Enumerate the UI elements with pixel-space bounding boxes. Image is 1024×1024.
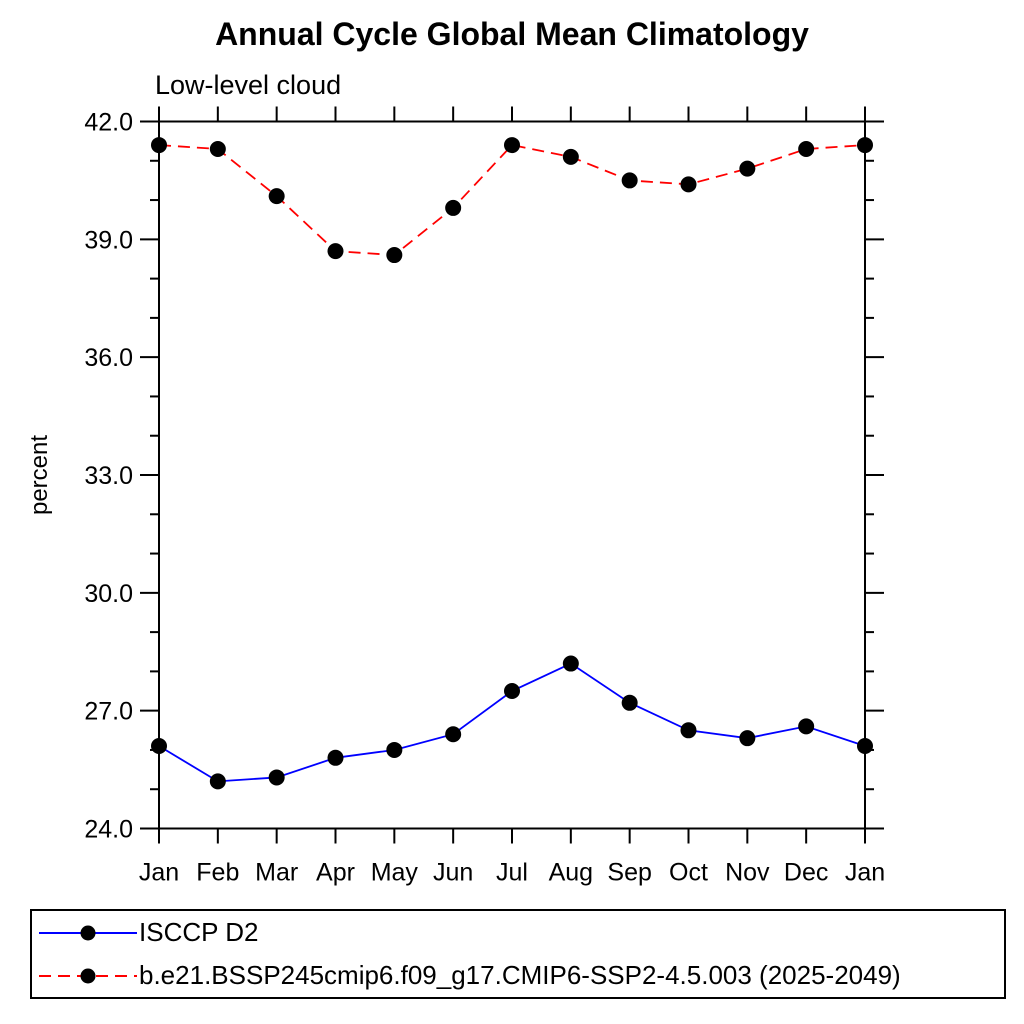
- x-tick-label: Oct: [669, 859, 708, 887]
- data-point: [857, 137, 873, 154]
- plot-frame: [158, 120, 866, 830]
- y-tick-label: 33.0: [84, 462, 133, 490]
- data-point: [386, 247, 403, 264]
- data-point: [151, 137, 167, 154]
- data-point: [739, 730, 756, 747]
- data-point: [504, 137, 520, 154]
- legend-line-swatch: [39, 925, 137, 940]
- data-point: [798, 140, 815, 157]
- x-tick-label: Mar: [255, 859, 298, 887]
- data-point: [151, 738, 167, 755]
- y-tick-label: 30.0: [84, 580, 133, 608]
- series-line-0: [158, 662, 866, 783]
- legend-item-1: b.e21.BSSP245cmip6.f09_g17.CMIP6-SSP2-4.…: [39, 956, 1004, 996]
- data-point: [327, 243, 344, 260]
- data-point: [327, 749, 344, 766]
- y-tick-label: 24.0: [84, 816, 133, 844]
- data-point: [562, 655, 579, 672]
- x-tick-label: Apr: [316, 859, 355, 887]
- data-point: [445, 199, 462, 216]
- data-point: [386, 741, 403, 758]
- data-point: [739, 160, 756, 177]
- x-tick-label: Jul: [496, 859, 528, 887]
- data-point: [621, 172, 638, 189]
- legend-marker-dot: [80, 968, 96, 983]
- legend-label: b.e21.BSSP245cmip6.f09_g17.CMIP6-SSP2-4.…: [139, 960, 901, 990]
- legend-item-0: ISCCP D2: [39, 913, 1004, 953]
- y-tick-label: 27.0: [84, 698, 133, 726]
- data-point: [562, 148, 579, 165]
- legend-line-swatch: [39, 968, 137, 983]
- legend-marker-dot: [80, 925, 96, 940]
- x-tick-label: Nov: [725, 859, 770, 887]
- data-point: [445, 726, 462, 743]
- y-tick-label: 36.0: [84, 344, 133, 372]
- data-point: [680, 722, 697, 739]
- x-tick-label: Dec: [784, 859, 828, 887]
- data-point: [209, 773, 226, 790]
- chart-subtitle: Low-level cloud: [155, 70, 342, 100]
- x-tick-label: Jan: [139, 859, 179, 887]
- y-tick-label: 39.0: [84, 226, 133, 254]
- x-tick-label: Jun: [433, 859, 473, 887]
- chart-title: Annual Cycle Global Mean Climatology: [215, 16, 809, 52]
- legend-label: ISCCP D2: [139, 917, 259, 947]
- x-tick-label: Sep: [607, 859, 651, 887]
- data-point: [268, 188, 285, 205]
- y-tick-label: 42.0: [84, 109, 133, 137]
- x-tick-label: Aug: [549, 859, 593, 887]
- data-point: [209, 140, 226, 157]
- data-point: [798, 718, 815, 735]
- data-point: [857, 738, 873, 755]
- data-point: [504, 683, 520, 700]
- data-point: [680, 176, 697, 193]
- x-tick-label: May: [371, 859, 419, 887]
- legend-box: ISCCP D2 b.e21.BSSP245cmip6.f09_g17.CMIP6…: [30, 909, 1006, 999]
- series-line-1: [158, 144, 866, 256]
- x-tick-label: Jan: [845, 859, 885, 887]
- data-point: [621, 694, 638, 711]
- data-point: [268, 769, 285, 786]
- x-tick-label: Feb: [196, 859, 239, 887]
